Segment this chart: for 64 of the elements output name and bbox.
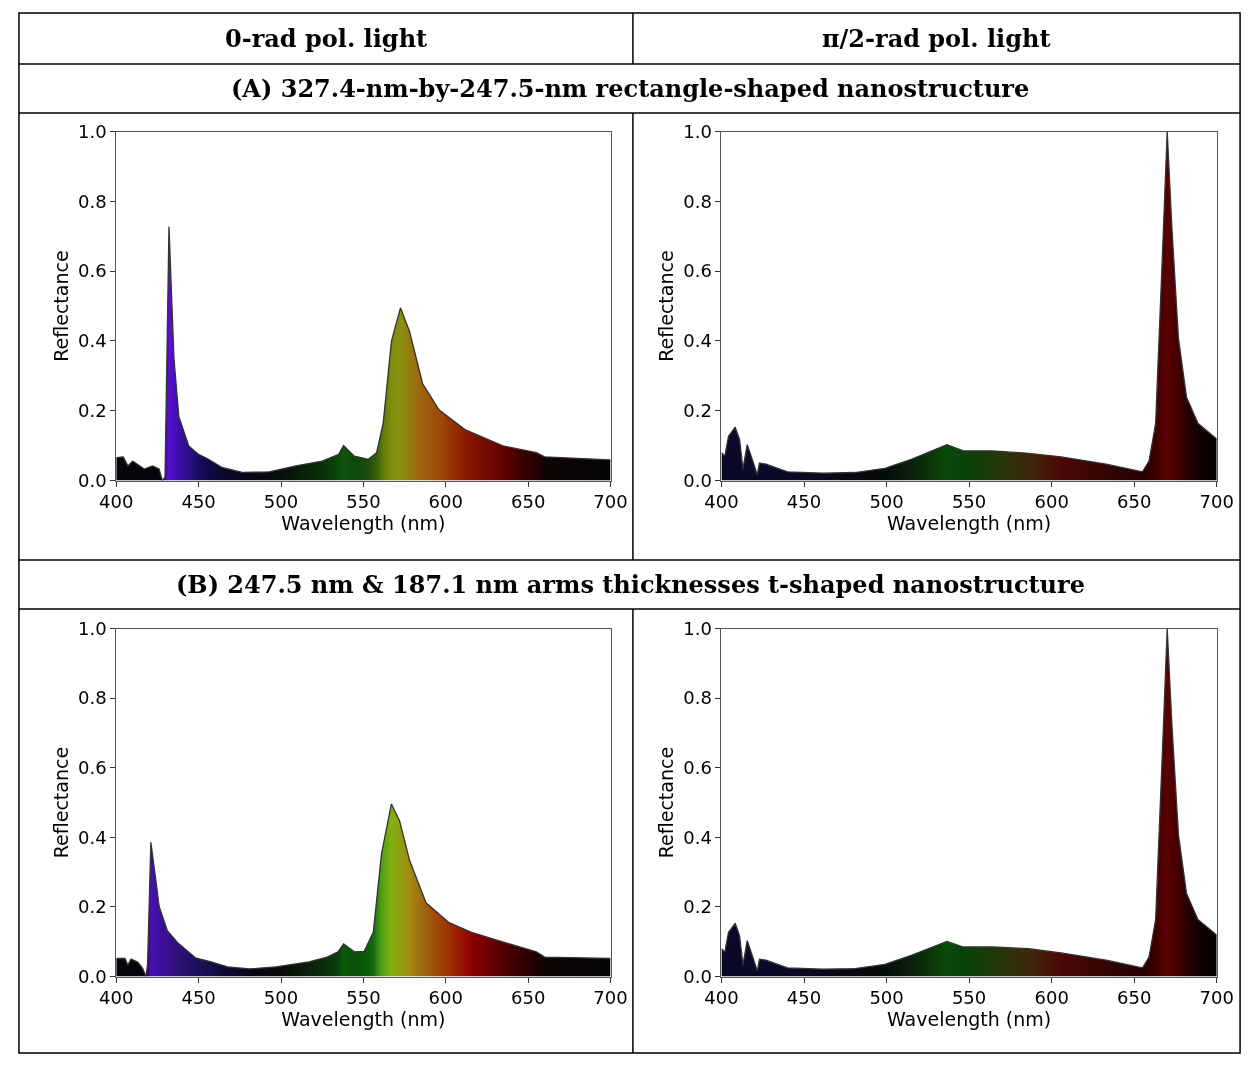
x-tick-label: 400 — [704, 491, 739, 513]
y-tick-label: 1.0 — [78, 120, 107, 142]
x-tick-label: 550 — [951, 987, 987, 1009]
x-tick-label: 600 — [428, 491, 463, 513]
y-tick-label: 0.6 — [78, 757, 107, 779]
x-tick-label: 500 — [263, 987, 299, 1009]
y-axis-title: Reflectance — [49, 746, 72, 859]
x-tick-label: 550 — [346, 987, 381, 1009]
x-tick-label: 450 — [181, 491, 216, 513]
chart-title: (B) 247.5 nm & 187.1 nm arms thicknesses t-shaped nanostructure — [176, 570, 1085, 599]
x-tick-label: 600 — [428, 987, 463, 1009]
y-tick-label: 0.8 — [78, 687, 107, 709]
y-tick-label: 0.4 — [78, 826, 107, 848]
x-tick-label: 400 — [704, 987, 739, 1009]
x-tick-label: 600 — [1034, 987, 1069, 1009]
y-tick-label: 1.0 — [78, 617, 107, 639]
y-axis-title: Reflectance — [655, 746, 678, 859]
y-tick-label: 0.2 — [683, 896, 712, 918]
y-tick-label: 0.0 — [683, 469, 712, 491]
y-tick-label: 0.8 — [78, 190, 107, 212]
y-axis-title: Reflectance — [655, 250, 678, 362]
x-axis-title: Wavelength (nm) — [281, 512, 446, 535]
y-tick-label: 0.0 — [78, 469, 107, 491]
x-tick-label: 500 — [263, 491, 299, 513]
x-tick-label: 400 — [99, 987, 134, 1009]
x-tick-label: 700 — [593, 491, 628, 513]
y-tick-label: 0.0 — [683, 965, 712, 987]
x-axis-title: Wavelength (nm) — [887, 1008, 1052, 1031]
text: π/2-rad pol. light — [822, 24, 1051, 53]
x-tick-label: 650 — [510, 491, 546, 513]
x-tick-label: 550 — [346, 491, 381, 513]
y-tick-label: 1.0 — [683, 617, 712, 639]
x-tick-label: 650 — [1117, 491, 1152, 513]
text: 0-rad pol. light — [225, 24, 428, 53]
chart-title: (A) 327.4-nm-by-247.5-nm rectangle-shaped nanostructure — [231, 74, 1030, 103]
y-tick-label: 1.0 — [683, 120, 712, 142]
x-tick-label: 450 — [786, 491, 822, 513]
x-axis-title: Wavelength (nm) — [887, 512, 1052, 535]
x-tick-label: 700 — [593, 987, 628, 1009]
y-tick-label: 0.6 — [683, 260, 712, 282]
y-tick-label: 0.0 — [78, 965, 107, 987]
y-tick-label: 0.4 — [683, 330, 712, 352]
x-tick-label: 650 — [1117, 987, 1152, 1009]
x-tick-label: 700 — [1199, 491, 1234, 513]
y-tick-label: 0.4 — [78, 330, 107, 352]
x-tick-label: 600 — [1034, 491, 1069, 513]
x-tick-label: 700 — [1199, 987, 1234, 1009]
x-tick-label: 500 — [869, 987, 904, 1009]
x-tick-label: 400 — [99, 491, 134, 513]
x-tick-label: 450 — [181, 987, 216, 1009]
y-tick-label: 0.8 — [683, 190, 712, 212]
y-tick-label: 0.2 — [78, 400, 107, 422]
x-tick-label: 550 — [951, 491, 987, 513]
x-tick-label: 500 — [869, 491, 904, 513]
y-tick-label: 0.4 — [683, 826, 712, 848]
y-tick-label: 0.6 — [78, 260, 107, 282]
y-tick-label: 0.8 — [683, 687, 712, 709]
y-axis-title: Reflectance — [49, 250, 72, 362]
y-tick-label: 0.2 — [683, 400, 712, 422]
x-axis-title: Wavelength (nm) — [281, 1008, 446, 1031]
y-tick-label: 0.2 — [78, 896, 107, 918]
x-tick-label: 450 — [786, 987, 822, 1009]
x-tick-label: 650 — [510, 987, 546, 1009]
y-tick-label: 0.6 — [683, 757, 712, 779]
